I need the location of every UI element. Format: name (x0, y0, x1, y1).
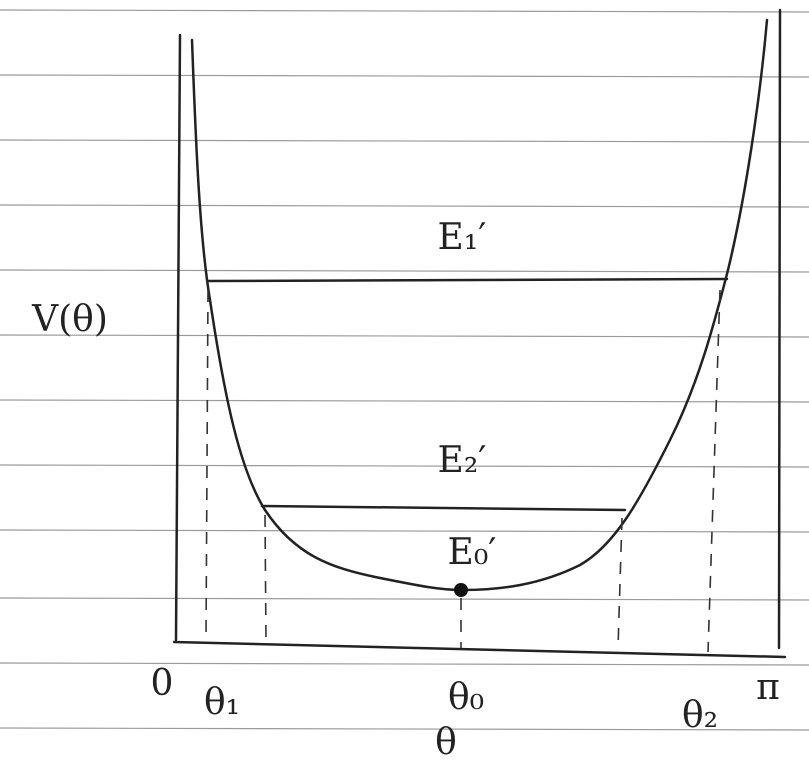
y-axis-label: V(θ) (31, 299, 108, 340)
dashed-e2-left (265, 515, 266, 642)
level-e2 (262, 506, 625, 510)
x-mark-label: 0 (151, 663, 174, 704)
dashed-theta2 (708, 290, 720, 652)
x-mark-label: θ₀ (448, 677, 484, 718)
dashed-e2-right (618, 518, 622, 648)
minimum-point (454, 583, 468, 597)
diagram: V(θ) E₁′ E₂′ E₀′ 0 θ₁ θ₀ θ₂ π θ (0, 0, 809, 772)
level-e1 (208, 279, 727, 281)
x-mark-label: θ₂ (682, 695, 718, 736)
x-mark-label: θ₁ (204, 682, 240, 723)
level-label: E₂′ (438, 440, 487, 481)
x-mark-label: π (756, 667, 780, 708)
right-wall (779, 10, 780, 648)
x-axis-label: θ (435, 722, 457, 763)
level-label: E₁′ (438, 217, 487, 258)
level-label: E₀′ (448, 532, 497, 573)
left-wall (176, 35, 180, 640)
x-axis (174, 642, 785, 657)
potential-curve (192, 20, 767, 590)
ruled-paper (0, 10, 809, 730)
